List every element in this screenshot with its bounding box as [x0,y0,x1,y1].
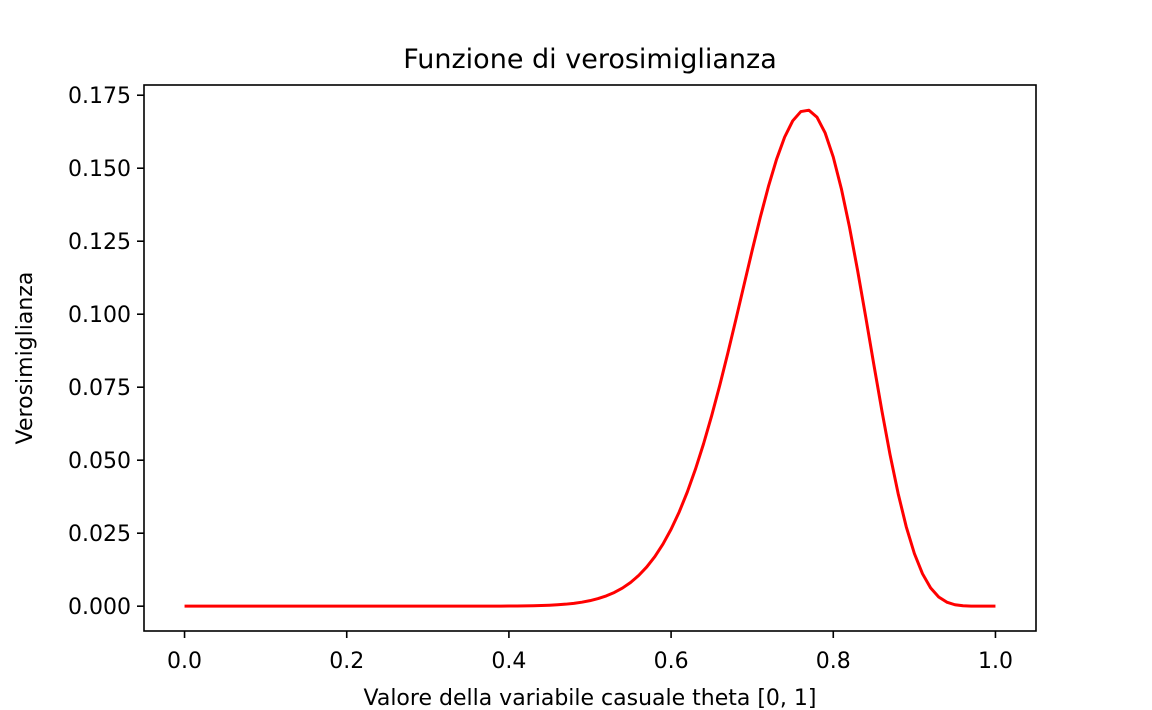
y-tick-label: 0.000 [68,595,131,620]
plot-frame [143,84,1037,632]
y-tick-label: 0.100 [68,303,131,328]
y-tick-label: 0.050 [68,449,131,474]
x-tick-label: 0.4 [491,649,526,674]
x-tick-label: 0.6 [654,649,689,674]
x-tick-label: 0.8 [816,649,851,674]
x-axis-label: Valore della variabile casuale theta [0,… [364,686,817,710]
y-tick-label: 0.125 [68,230,131,255]
likelihood-series-line [184,108,996,608]
y-axis-label: Verosimiglianza [13,272,38,445]
y-tick-label: 0.175 [68,84,131,109]
y-axis-ticks: 0.000 0.025 0.050 0.075 0.100 0.125 0.150 0.175 [68,84,144,620]
y-tick-label: 0.150 [68,157,131,182]
x-tick-label: 0.2 [329,649,364,674]
y-tick-label: 0.075 [68,376,131,401]
chart-title: Funzione di verosimiglianza [403,44,777,75]
y-tick-label: 0.025 [68,522,131,547]
x-tick-label: 1.0 [978,649,1013,674]
x-axis-ticks: 0.0 0.2 0.4 0.6 0.8 1.0 [167,631,1013,674]
x-tick-label: 0.0 [167,649,202,674]
